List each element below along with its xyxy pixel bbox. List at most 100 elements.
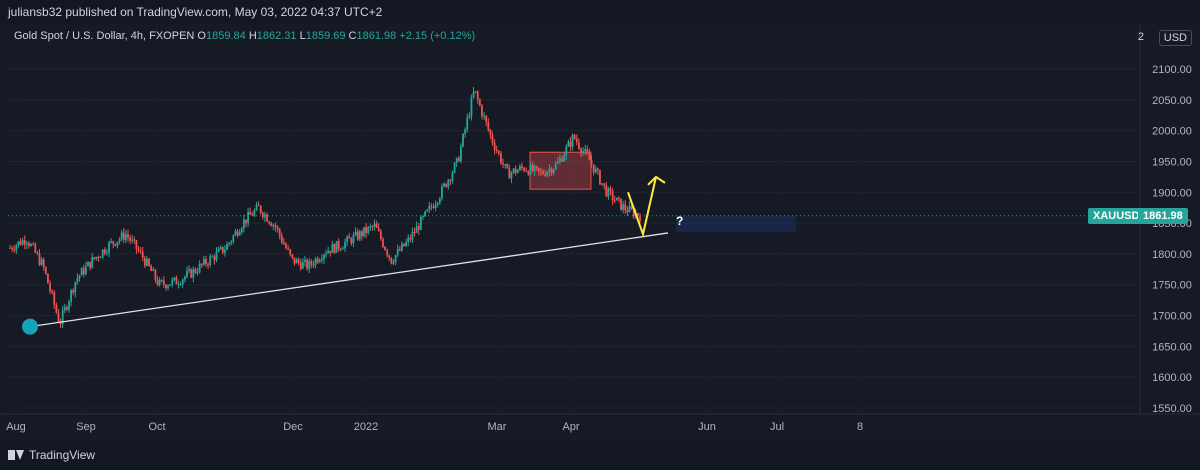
x-tick-label: Aug xyxy=(6,421,26,433)
candle-body xyxy=(449,180,452,182)
candle-body xyxy=(403,243,405,247)
candle-body xyxy=(133,239,136,241)
candle-body xyxy=(84,266,87,275)
candle-body xyxy=(103,249,106,254)
candle-body xyxy=(137,249,140,251)
candle-body xyxy=(521,166,523,168)
candle-body xyxy=(146,258,148,266)
candle-body xyxy=(344,242,346,249)
candle-body xyxy=(470,97,473,116)
candle-body xyxy=(251,214,254,216)
candle-body xyxy=(392,262,395,264)
candle-body xyxy=(268,221,271,224)
y-tick-label: 1550.00 xyxy=(1152,403,1192,415)
x-tick-label: Jun xyxy=(698,421,716,433)
question-annotation: ? xyxy=(676,214,684,228)
candle-body xyxy=(622,204,625,210)
candle-body xyxy=(502,163,504,165)
candle-body xyxy=(588,153,591,161)
candle-body xyxy=(76,277,79,282)
y-tick-label: 1650.00 xyxy=(1152,341,1192,353)
candle-body xyxy=(23,240,26,245)
candle-body xyxy=(106,252,108,254)
candle-body xyxy=(320,259,323,261)
candle-body xyxy=(80,268,83,276)
candle-body xyxy=(367,226,370,234)
candle-body xyxy=(586,149,589,154)
currency-button[interactable]: USD xyxy=(1158,30,1192,46)
candle-body xyxy=(573,135,576,139)
candle-body xyxy=(624,204,627,211)
candle-body xyxy=(242,219,245,229)
candle-body xyxy=(32,244,35,246)
candle-body xyxy=(70,290,73,302)
brand-name[interactable]: TradingView xyxy=(29,448,96,462)
candle-body xyxy=(594,168,597,173)
candle-body xyxy=(518,166,521,171)
x-tick-label: Dec xyxy=(283,421,303,433)
candle-body xyxy=(28,243,30,246)
candle-body xyxy=(493,142,496,150)
candle-body xyxy=(181,279,184,285)
candle-body xyxy=(436,202,439,205)
candle-body xyxy=(491,134,494,143)
candle-body xyxy=(209,256,212,265)
candle-body xyxy=(55,304,58,313)
candle-body xyxy=(89,261,91,268)
candle-body xyxy=(354,231,357,236)
candle-body xyxy=(487,121,490,130)
x-tick-label: Sep xyxy=(76,421,96,433)
candle-body xyxy=(255,204,258,211)
scale-indicator[interactable]: 2 xyxy=(1137,31,1144,43)
price-chart[interactable]: 1550.00 1600.00 1650.00 1700.00 1750.00 1800.… xyxy=(0,24,1200,440)
candle-body xyxy=(175,277,178,285)
candle-body xyxy=(417,226,420,230)
candle-body xyxy=(219,247,222,249)
candle-body xyxy=(51,290,54,293)
candle-body xyxy=(11,247,14,250)
candle-body xyxy=(272,225,275,227)
candle-body xyxy=(582,151,585,154)
y-tick-label: 1900.00 xyxy=(1152,187,1192,199)
candle-body xyxy=(409,237,412,240)
candle-body xyxy=(342,248,344,250)
candle-body xyxy=(379,231,382,239)
candle-body xyxy=(434,204,437,208)
candle-body xyxy=(432,206,435,208)
chart-area[interactable]: 1550.00 1600.00 1650.00 1700.00 1750.00 1800.… xyxy=(0,24,1200,440)
candle-body xyxy=(192,269,195,278)
candle-body xyxy=(253,210,256,216)
candle-body xyxy=(350,238,353,244)
candle-body xyxy=(466,117,469,130)
candle-body xyxy=(213,256,216,261)
candle-body xyxy=(30,244,32,246)
candle-body xyxy=(127,234,129,238)
candle-body xyxy=(405,242,408,247)
candle-body xyxy=(384,246,386,251)
candle-body xyxy=(230,241,233,243)
candle-body xyxy=(139,250,142,252)
high-value: 1862.31 xyxy=(256,30,297,42)
candle-body xyxy=(441,186,443,199)
candle-body xyxy=(188,269,190,272)
candle-body xyxy=(331,243,334,253)
candle-body xyxy=(232,235,235,242)
tradingview-logo-icon[interactable] xyxy=(8,450,24,460)
candle-body xyxy=(234,231,237,236)
candle-body xyxy=(293,257,296,264)
candle-body xyxy=(544,174,547,176)
candle-body xyxy=(257,204,260,206)
candle-body xyxy=(108,242,110,253)
candle-body xyxy=(495,149,498,152)
candle-body xyxy=(221,247,224,253)
candle-body xyxy=(190,269,193,278)
candle-body xyxy=(327,250,330,254)
candle-body xyxy=(72,290,75,293)
candle-body xyxy=(63,307,66,311)
candle-body xyxy=(202,258,205,265)
candle-body xyxy=(274,225,277,228)
candle-body xyxy=(150,265,153,271)
candle-body xyxy=(529,164,532,175)
candle-body xyxy=(49,283,51,291)
candle-body xyxy=(247,212,249,224)
